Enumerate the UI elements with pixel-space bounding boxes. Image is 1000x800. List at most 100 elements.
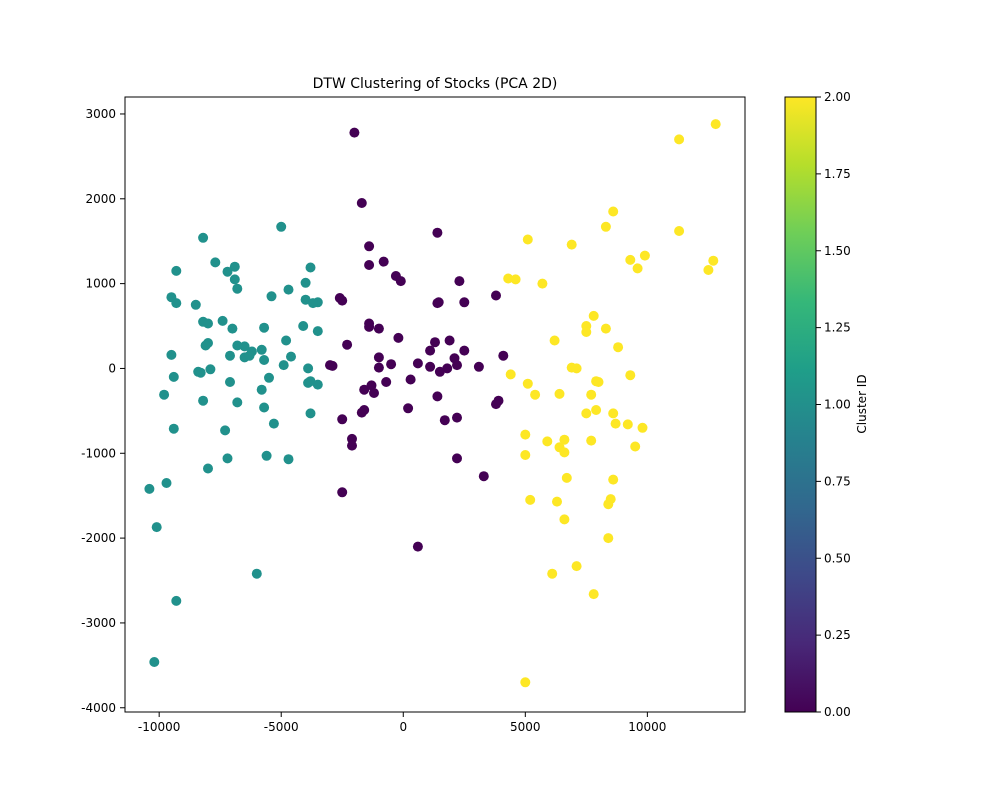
data-point-cluster-0 bbox=[473, 361, 484, 372]
data-point-cluster-0 bbox=[327, 360, 338, 371]
data-point-cluster-1 bbox=[298, 321, 309, 331]
data-point-cluster-1 bbox=[256, 384, 267, 395]
data-point-cluster-2 bbox=[561, 472, 572, 483]
data-point-cluster-0 bbox=[478, 471, 489, 482]
data-point-cluster-0 bbox=[452, 412, 462, 423]
data-point-cluster-2 bbox=[559, 434, 570, 445]
data-point-cluster-0 bbox=[412, 541, 423, 552]
data-point-cluster-1 bbox=[229, 261, 240, 272]
data-point-cluster-0 bbox=[349, 127, 360, 138]
data-point-cluster-2 bbox=[559, 447, 570, 458]
data-point-cluster-2 bbox=[547, 568, 558, 579]
chart-title: DTW Clustering of Stocks (PCA 2D) bbox=[313, 76, 558, 92]
data-point-cluster-0 bbox=[434, 366, 445, 377]
data-point-cluster-0 bbox=[342, 339, 353, 350]
data-point-cluster-1 bbox=[210, 257, 221, 268]
data-point-cluster-0 bbox=[433, 297, 444, 308]
data-point-cluster-2 bbox=[571, 561, 582, 572]
data-point-cluster-1 bbox=[312, 326, 323, 337]
data-point-cluster-0 bbox=[369, 388, 379, 398]
data-point-cluster-2 bbox=[552, 496, 562, 507]
data-point-cluster-1 bbox=[278, 360, 289, 371]
data-point-cluster-0 bbox=[452, 453, 462, 464]
data-point-cluster-0 bbox=[444, 335, 455, 346]
y-tick-label: -4000 bbox=[81, 701, 116, 715]
data-point-cluster-1 bbox=[261, 450, 272, 461]
colorbar: 0.00 0.25 0.50 0.75 1.00 1.25 1.50 1.75 2.00 Clu… bbox=[784, 90, 869, 719]
data-point-cluster-0 bbox=[364, 241, 375, 252]
colorbar-tick-label: 1.00 bbox=[824, 398, 851, 412]
data-point-cluster-1 bbox=[232, 283, 243, 294]
data-point-cluster-2 bbox=[600, 323, 611, 334]
data-point-cluster-1 bbox=[259, 322, 270, 333]
x-tick-label: 5000 bbox=[510, 720, 541, 734]
data-point-cluster-0 bbox=[439, 415, 450, 426]
data-point-cluster-2 bbox=[608, 474, 619, 485]
data-point-cluster-1 bbox=[281, 335, 292, 346]
data-point-cluster-0 bbox=[425, 345, 436, 356]
data-point-cluster-0 bbox=[403, 403, 414, 414]
data-point-cluster-1 bbox=[161, 478, 172, 488]
colorbar-tick-label: 1.50 bbox=[824, 244, 851, 258]
x-tick-label: 10000 bbox=[628, 720, 666, 734]
data-point-cluster-1 bbox=[205, 364, 216, 375]
colorbar-tick-label: 1.25 bbox=[824, 321, 851, 335]
y-tick-label: -3000 bbox=[81, 616, 116, 630]
data-point-cluster-2 bbox=[625, 370, 636, 381]
colorbar-tick-label: 0.25 bbox=[824, 628, 851, 642]
data-point-cluster-1 bbox=[276, 221, 287, 232]
data-point-cluster-0 bbox=[381, 377, 392, 387]
data-point-cluster-1 bbox=[286, 351, 296, 362]
data-point-cluster-2 bbox=[520, 429, 531, 440]
data-point-cluster-2 bbox=[520, 677, 531, 688]
data-point-cluster-2 bbox=[603, 533, 614, 544]
data-point-cluster-2 bbox=[522, 234, 533, 245]
data-point-cluster-1 bbox=[232, 397, 243, 408]
x-tick-label: -10000 bbox=[138, 720, 181, 734]
colorbar-ticks: 0.00 0.25 0.50 0.75 1.00 1.25 1.50 1.75 2.00 bbox=[816, 90, 851, 719]
data-point-cluster-0 bbox=[386, 359, 397, 370]
data-point-cluster-0 bbox=[432, 391, 443, 402]
data-point-cluster-0 bbox=[412, 358, 423, 369]
data-point-cluster-0 bbox=[430, 337, 440, 348]
data-point-cluster-1 bbox=[229, 274, 240, 285]
x-tick-label: -5000 bbox=[264, 720, 299, 734]
data-point-cluster-0 bbox=[373, 323, 384, 334]
data-point-cluster-1 bbox=[268, 418, 279, 429]
data-point-cluster-1 bbox=[198, 395, 209, 406]
data-point-cluster-2 bbox=[588, 589, 599, 600]
data-point-cluster-1 bbox=[266, 291, 277, 302]
data-point-cluster-0 bbox=[373, 352, 384, 363]
data-point-cluster-0 bbox=[432, 227, 443, 238]
data-point-cluster-1 bbox=[222, 453, 233, 464]
data-point-cluster-2 bbox=[622, 419, 633, 430]
data-point-cluster-2 bbox=[510, 274, 521, 285]
y-tick-label: 0 bbox=[108, 361, 116, 375]
data-point-cluster-1 bbox=[151, 522, 162, 533]
data-point-cluster-1 bbox=[159, 389, 170, 400]
data-point-cluster-1 bbox=[225, 377, 235, 387]
data-point-cluster-2 bbox=[554, 388, 565, 399]
data-point-cluster-2 bbox=[674, 226, 685, 236]
data-point-cluster-2 bbox=[639, 250, 650, 261]
colorbar-tick-label: 0.75 bbox=[824, 474, 851, 488]
data-point-cluster-0 bbox=[491, 399, 501, 410]
data-point-cluster-1 bbox=[244, 350, 255, 361]
data-point-cluster-0 bbox=[395, 276, 406, 287]
data-point-cluster-1 bbox=[217, 315, 228, 326]
data-point-cluster-2 bbox=[586, 435, 597, 446]
data-point-cluster-2 bbox=[613, 342, 624, 353]
data-point-cluster-2 bbox=[581, 408, 592, 419]
data-point-cluster-2 bbox=[525, 494, 536, 505]
data-point-cluster-1 bbox=[203, 463, 213, 474]
data-point-cluster-2 bbox=[608, 408, 619, 419]
x-tick-label: 0 bbox=[399, 720, 407, 734]
data-point-cluster-2 bbox=[703, 265, 714, 275]
data-point-cluster-0 bbox=[364, 260, 375, 270]
colorbar-gradient bbox=[784, 96, 817, 713]
data-point-cluster-1 bbox=[283, 454, 294, 465]
data-point-cluster-2 bbox=[600, 221, 611, 232]
x-axis: -10000 -5000 0 5000 10000 bbox=[138, 712, 666, 734]
data-point-cluster-1 bbox=[251, 568, 262, 579]
data-point-cluster-0 bbox=[337, 414, 348, 425]
